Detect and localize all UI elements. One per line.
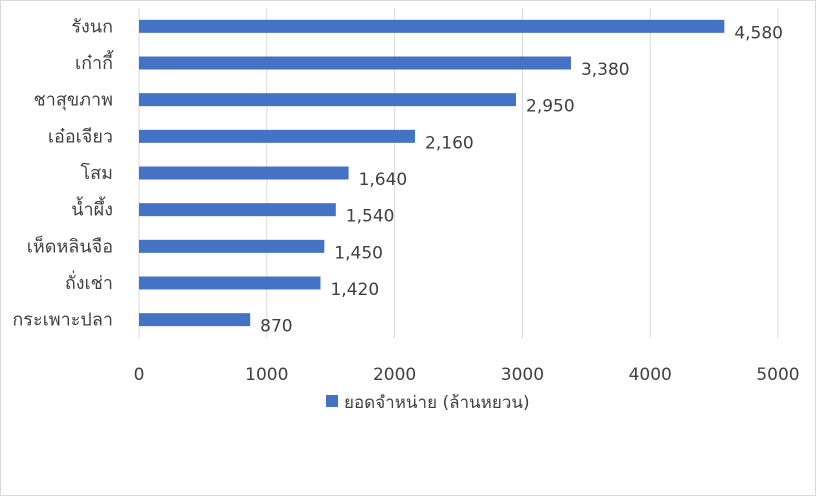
- category-label: ชาสุขภาพ: [34, 90, 113, 111]
- bar: [139, 129, 416, 143]
- bar: [139, 56, 571, 70]
- bar: [139, 203, 336, 217]
- category-labels: รังนกเก๋ากี้ชาสุขภาพเอ๋อเจียวโสมน้ำผึ้งเ…: [12, 16, 114, 330]
- value-label: 2,160: [425, 133, 474, 153]
- value-label: 870: [260, 317, 292, 337]
- category-label: เอ๋อเจียว: [48, 126, 113, 147]
- value-labels: 4,580 3,380 2,950 2,160 1,640 1,540 1,450 1,420…: [260, 23, 783, 336]
- value-label: 3,380: [581, 60, 630, 80]
- legend-label: ยอดจำหน่าย (ล้านหยวน): [344, 393, 530, 413]
- legend: ยอดจำหน่าย (ล้านหยวน): [326, 393, 530, 413]
- category-label: รังนก: [71, 16, 113, 37]
- x-tick-label: 2000: [373, 365, 416, 385]
- bar: [139, 276, 321, 290]
- x-tick-label: 3000: [501, 365, 544, 385]
- category-label: กระเพาะปลา: [12, 310, 113, 331]
- legend-swatch: [326, 395, 338, 407]
- x-tick-label: 1000: [245, 365, 288, 385]
- x-axis-ticks: 0 1000 2000 3000 4000 5000: [134, 365, 800, 385]
- bar: [139, 93, 517, 107]
- bars: [139, 19, 725, 327]
- bar: [139, 166, 349, 180]
- bar: [139, 19, 725, 33]
- value-label: 4,580: [734, 23, 783, 43]
- value-label: 1,420: [330, 280, 379, 300]
- bar: [139, 239, 325, 253]
- category-label: เห็ดหลินจือ: [27, 234, 113, 257]
- category-label: ถั่งเช่า: [65, 270, 113, 294]
- value-label: 1,540: [346, 207, 395, 227]
- value-label: 1,640: [359, 170, 408, 190]
- x-tick-label: 4000: [629, 365, 672, 385]
- x-tick-label: 5000: [756, 365, 799, 385]
- x-tick-label: 0: [134, 365, 145, 385]
- value-label: 1,450: [334, 243, 383, 263]
- value-label: 2,950: [526, 97, 575, 117]
- bar: [139, 313, 251, 327]
- category-label: โสม: [80, 162, 113, 184]
- category-label: น้ำผึ้ง: [71, 197, 113, 221]
- category-label: เก๋ากี้: [75, 50, 114, 74]
